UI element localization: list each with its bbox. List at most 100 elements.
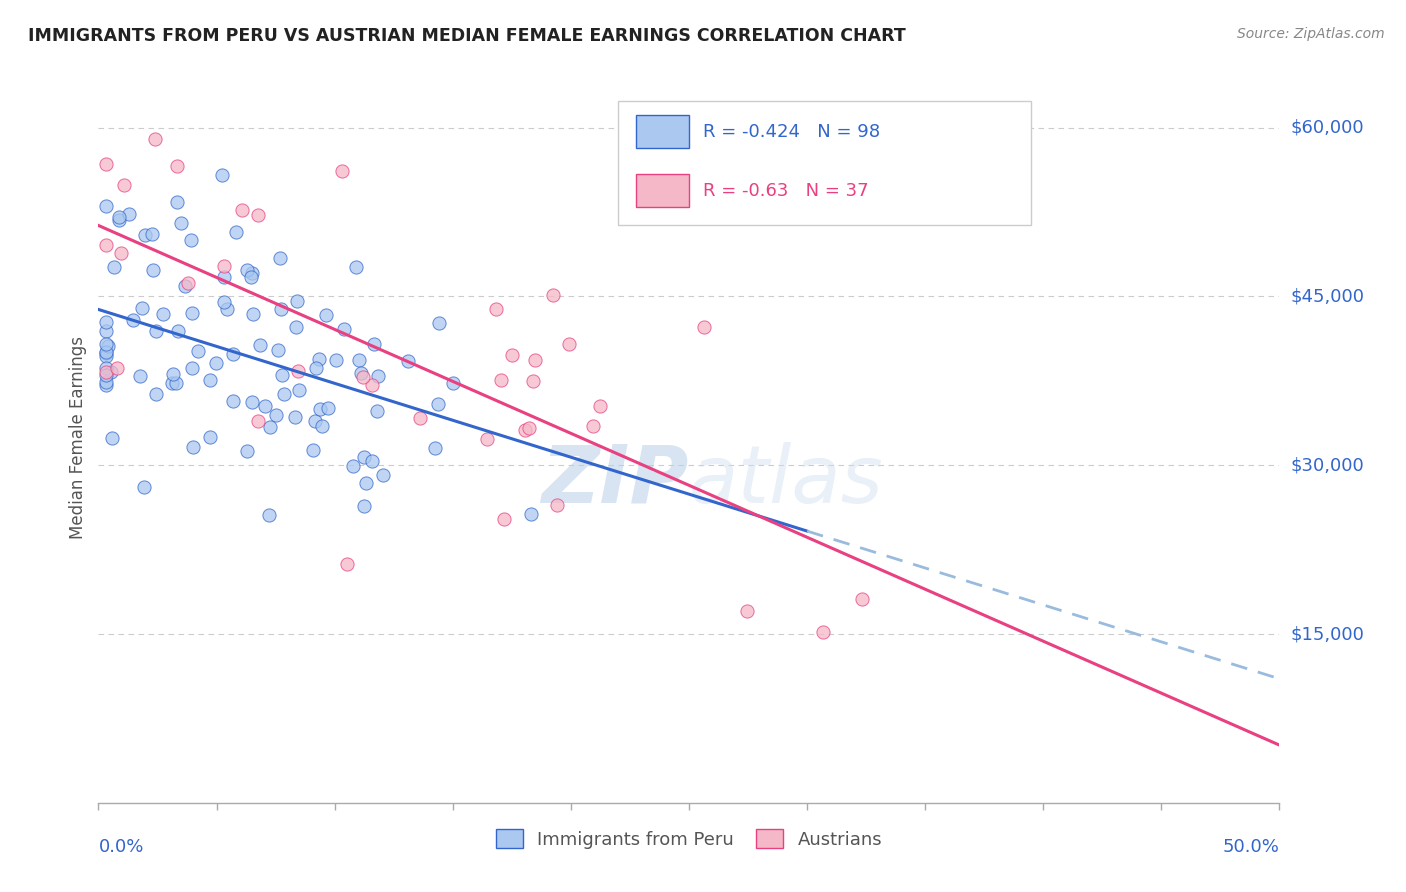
- Point: [589, 399, 612, 413]
- Text: 0.0%: 0.0%: [98, 838, 143, 855]
- Point: [101, 431, 124, 445]
- FancyBboxPatch shape: [636, 115, 689, 148]
- Point: [121, 313, 143, 327]
- Point: [302, 442, 325, 457]
- Point: [735, 604, 758, 618]
- Point: [494, 512, 516, 526]
- Point: [524, 353, 547, 368]
- Point: [134, 227, 156, 242]
- Point: [240, 266, 263, 280]
- Point: [353, 500, 375, 514]
- Point: [105, 361, 128, 376]
- Point: [288, 384, 311, 398]
- Point: [515, 423, 537, 437]
- Point: [94, 375, 117, 389]
- Point: [181, 440, 204, 454]
- Point: [285, 294, 308, 309]
- Point: [546, 498, 568, 512]
- Point: [269, 251, 291, 265]
- Point: [160, 376, 183, 390]
- Point: [212, 295, 235, 310]
- Point: [423, 441, 446, 455]
- Point: [94, 336, 117, 351]
- Point: [349, 353, 371, 368]
- Point: [354, 475, 377, 490]
- Point: [142, 263, 165, 277]
- Point: [441, 376, 464, 391]
- Point: [214, 259, 236, 273]
- Point: [222, 394, 245, 409]
- Point: [501, 349, 523, 363]
- Point: [332, 163, 354, 178]
- Point: [485, 301, 508, 316]
- Point: [489, 373, 512, 387]
- Point: [259, 419, 281, 434]
- Text: R = -0.63   N = 37: R = -0.63 N = 37: [703, 182, 869, 200]
- Point: [304, 414, 326, 428]
- Point: [344, 260, 367, 274]
- Point: [851, 591, 873, 606]
- Point: [308, 351, 330, 366]
- Text: 50.0%: 50.0%: [1223, 838, 1279, 855]
- Point: [543, 287, 565, 301]
- Point: [100, 365, 122, 379]
- Text: IMMIGRANTS FROM PERU VS AUSTRIAN MEDIAN FEMALE EARNINGS CORRELATION CHART: IMMIGRANTS FROM PERU VS AUSTRIAN MEDIAN …: [28, 27, 905, 45]
- Point: [811, 625, 834, 640]
- Point: [246, 208, 269, 222]
- Point: [315, 308, 337, 322]
- Point: [94, 157, 117, 171]
- Point: [235, 443, 257, 458]
- Point: [582, 419, 605, 434]
- Text: R = -0.424   N = 98: R = -0.424 N = 98: [703, 123, 880, 141]
- Point: [361, 377, 384, 392]
- FancyBboxPatch shape: [636, 174, 689, 207]
- Point: [231, 203, 253, 218]
- Point: [396, 353, 419, 368]
- Point: [131, 301, 153, 315]
- Point: [522, 374, 544, 388]
- Point: [284, 410, 307, 425]
- FancyBboxPatch shape: [619, 101, 1032, 225]
- Point: [166, 195, 188, 210]
- Text: $45,000: $45,000: [1291, 287, 1365, 305]
- Point: [352, 370, 374, 384]
- Point: [94, 315, 117, 329]
- Point: [366, 404, 388, 418]
- Point: [350, 366, 373, 380]
- Point: [254, 399, 277, 413]
- Point: [426, 397, 449, 411]
- Text: $15,000: $15,000: [1291, 625, 1364, 643]
- Point: [205, 356, 228, 370]
- Point: [270, 302, 292, 317]
- Point: [169, 216, 191, 230]
- Point: [475, 433, 498, 447]
- Point: [166, 159, 188, 173]
- Point: [94, 324, 117, 338]
- Point: [166, 325, 188, 339]
- Point: [181, 306, 204, 320]
- Point: [94, 360, 117, 375]
- Point: [311, 418, 333, 433]
- Point: [367, 369, 389, 384]
- Point: [94, 199, 117, 213]
- Point: [427, 316, 450, 330]
- Point: [225, 225, 247, 239]
- Point: [333, 322, 356, 336]
- Point: [259, 508, 281, 523]
- Point: [309, 401, 332, 416]
- Point: [217, 301, 239, 316]
- Text: $30,000: $30,000: [1291, 456, 1364, 475]
- Text: $60,000: $60,000: [1291, 119, 1364, 136]
- Point: [132, 480, 155, 494]
- Point: [517, 421, 540, 435]
- Point: [361, 453, 384, 467]
- Legend: Immigrants from Peru, Austrians: Immigrants from Peru, Austrians: [489, 822, 889, 856]
- Point: [363, 337, 385, 351]
- Point: [520, 508, 543, 522]
- Point: [264, 408, 287, 422]
- Point: [103, 260, 125, 275]
- Point: [239, 270, 262, 285]
- Point: [165, 376, 187, 391]
- Point: [409, 410, 432, 425]
- Point: [240, 395, 263, 409]
